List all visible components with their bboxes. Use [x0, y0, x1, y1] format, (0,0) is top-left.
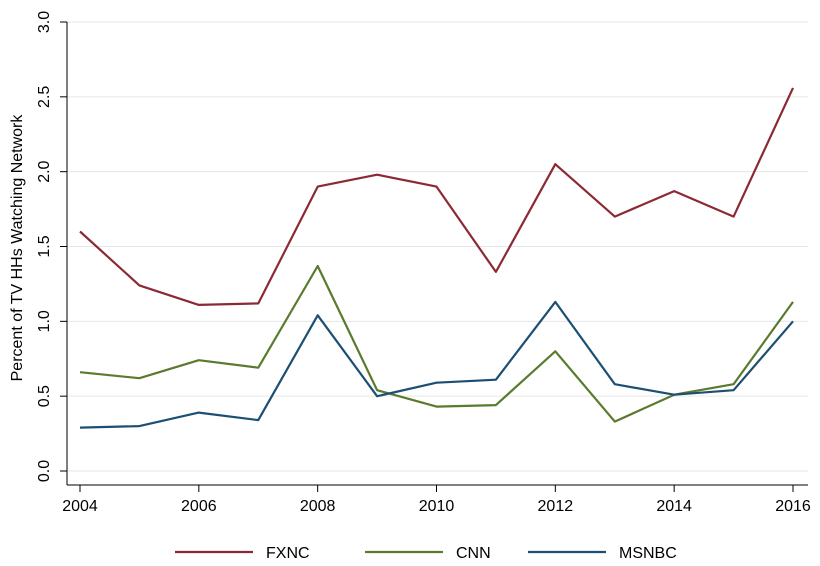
- gridlines: [67, 21, 808, 472]
- y-tick-label: 2.5: [36, 86, 53, 108]
- y-tick-label: 2.0: [36, 160, 53, 182]
- y-tick-label: 3.0: [36, 11, 53, 33]
- legend-label-msnbc: MSNBC: [619, 545, 677, 562]
- x-tick-label: 2014: [656, 498, 692, 515]
- x-tick-label: 2010: [419, 498, 455, 515]
- y-axis-title: Percent of TV HHs Watching Network: [9, 114, 26, 382]
- legend-label-cnn: CNN: [456, 545, 491, 562]
- x-tick-label: 2008: [300, 498, 336, 515]
- y-tick-label: 1.0: [36, 310, 53, 332]
- x-tick-label: 2006: [181, 498, 217, 515]
- series-line-fxnc: [79, 87, 794, 306]
- x-tick-label: 2012: [538, 498, 574, 515]
- series-line-cnn: [79, 264, 794, 423]
- x-tick-label: 2004: [62, 498, 98, 515]
- y-tick-label: 0.5: [36, 385, 53, 407]
- y-tick-label: 1.5: [36, 235, 53, 257]
- y-tick-label: 0.0: [36, 460, 53, 482]
- y-ticks: 0.0 0.5 1.0 1.5 2.0 2.5 3.0: [36, 11, 67, 482]
- legend: FXNC CNN MSNBC: [175, 545, 677, 562]
- series-lines: [79, 87, 794, 429]
- legend-label-fxnc: FXNC: [266, 545, 310, 562]
- axes: [66, 22, 808, 486]
- x-ticks: 2004 2006 2008 2010 2012 2014 2016: [62, 485, 811, 515]
- x-tick-label: 2016: [775, 498, 811, 515]
- series-line-msnbc: [79, 300, 794, 429]
